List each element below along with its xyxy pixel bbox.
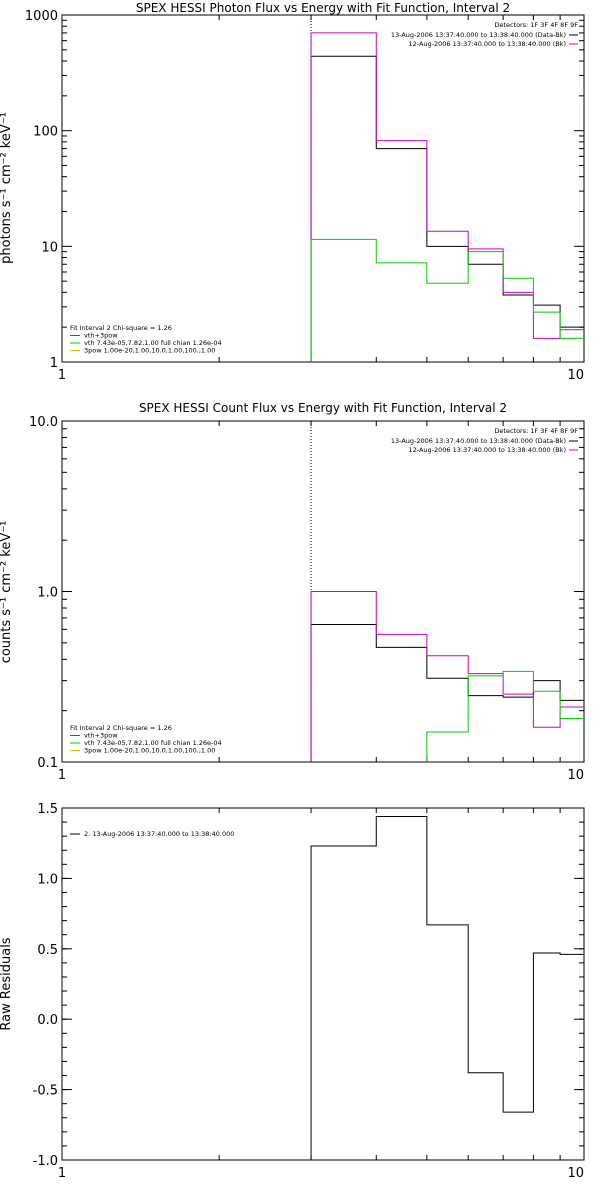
- panel-3-axes-frame: [61, 807, 585, 1161]
- legend-entry-label: 13-Aug-2006 13:37:40.000 to 13:38:40.000…: [391, 31, 566, 39]
- series-line-3: [426, 670, 584, 762]
- legend-entry-label: vth+3pow: [84, 732, 118, 740]
- series-line-2: [310, 32, 584, 362]
- legend-fit-header: Fit Interval 2 Chi-square = 1.26: [70, 724, 172, 732]
- y-tick-label: -0.5: [33, 1084, 58, 1099]
- y-tick-label: 0.5: [37, 943, 58, 958]
- legend-entry-label: vth 7.43e-05,7.82,1.00 full chian 1.26e-…: [84, 739, 222, 747]
- legend-entry-label: 12-Aug-2006 13:37:40.000 to 13:38:40.000…: [409, 40, 566, 48]
- x-tick-label: 1: [58, 368, 66, 383]
- y-tick-label: 100: [33, 125, 58, 140]
- series-line-1: [310, 55, 584, 362]
- legend-entry-label: 3pow 1.00e-20,1.00,10.0,1.00,100.,1.00: [84, 347, 215, 355]
- x-tick-label: 1: [58, 1166, 66, 1181]
- panel-1-title: SPEX HESSI Photon Flux vs Energy with Fi…: [136, 1, 510, 15]
- legend-entry-label: vth 7.43e-05,7.82,1.00 full chian 1.26e-…: [84, 339, 222, 347]
- x-tick-label: 1: [58, 768, 66, 783]
- legend-fit-header: Fit Interval 2 Chi-square = 1.26: [70, 324, 172, 332]
- y-tick-label: 1.5: [37, 802, 58, 817]
- series-line-3: [310, 238, 584, 362]
- x-tick-label: 10: [567, 768, 584, 783]
- y-tick-label: 1: [50, 356, 58, 371]
- legend-entry-label: 2. 13-Aug-2006 13:37:40.000 to 13:38:40.…: [84, 830, 234, 838]
- series-line-1: [310, 815, 584, 1160]
- y-tick-label: 1000: [25, 9, 58, 24]
- y-tick-label: 10: [41, 240, 58, 255]
- panel-1-y-axis-label: photons s⁻¹ cm⁻² keV⁻¹: [0, 112, 14, 264]
- legend-entry-label: 13-Aug-2006 13:37:40.000 to 13:38:40.000…: [391, 437, 566, 445]
- panel-1-axes-frame: [61, 14, 585, 363]
- y-tick-label: 0.1: [37, 756, 58, 771]
- legend-detectors-text: Detectors: 1F 3F 4F 8F 9F: [494, 427, 578, 435]
- legend-entry-label: 3pow 1.00e-20,1.00,10.0,1.00,100.,1.00: [84, 747, 215, 755]
- series-line-2: [310, 591, 584, 762]
- series-line-1: [310, 624, 584, 762]
- y-tick-label: -1.0: [33, 1154, 58, 1169]
- x-tick-label: 10: [567, 1166, 584, 1181]
- panel-2-y-axis-label: counts s⁻¹ cm⁻² keV⁻¹: [0, 521, 14, 664]
- legend-entry-label: 12-Aug-2006 13:37:40.000 to 13:38:40.000…: [409, 446, 566, 454]
- legend-detectors-text: Detectors: 1F 3F 4F 8F 9F: [494, 21, 578, 29]
- y-tick-label: 1.0: [37, 586, 58, 601]
- legend-entry-label: vth+3pow: [84, 332, 118, 340]
- y-tick-label: 10.0: [29, 415, 58, 430]
- x-tick-label: 10: [567, 368, 584, 383]
- panel-2-title: SPEX HESSI Count Flux vs Energy with Fit…: [139, 401, 507, 415]
- panel-3-y-axis-label: Raw Residuals: [0, 937, 14, 1030]
- y-tick-label: 0.0: [37, 1013, 58, 1028]
- y-tick-label: 1.0: [37, 872, 58, 887]
